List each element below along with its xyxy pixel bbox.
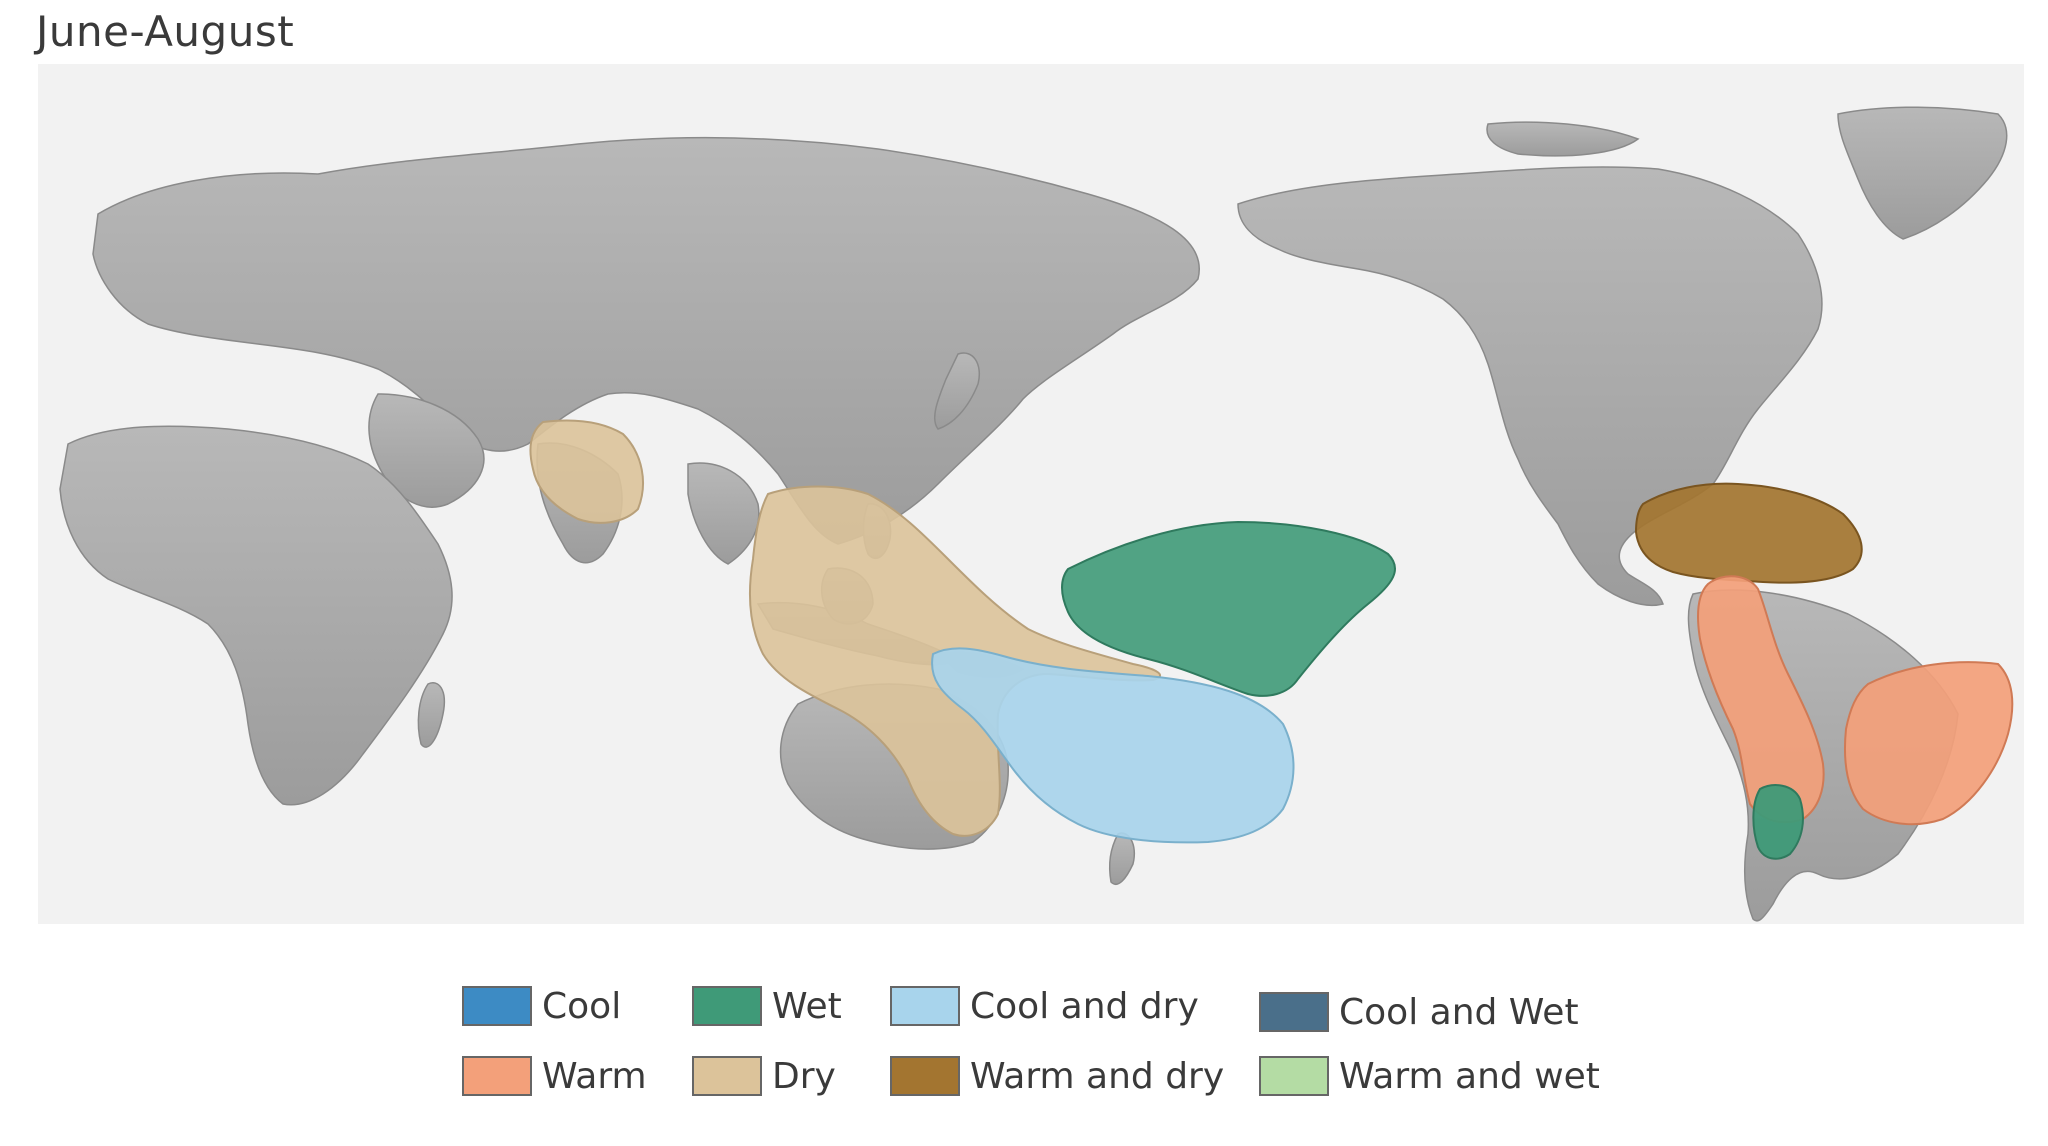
legend-label-dry: Dry	[772, 1055, 836, 1097]
legend-item-cool: Cool	[462, 984, 621, 1028]
region-central-pacific-wet	[1061, 520, 1397, 697]
legend-swatch-cool-and-dry	[890, 986, 960, 1026]
legend-label-warm-and-dry: Warm and dry	[970, 1055, 1225, 1097]
legend-label-wet: Wet	[772, 985, 842, 1027]
legend-swatch-wet	[692, 986, 762, 1026]
legend-item-warm-and-dry: Warm and dry	[890, 1054, 1224, 1098]
legend-item-cool-and-dry: Cool and dry	[890, 984, 1199, 1028]
region-india-dry	[529, 419, 644, 524]
legend-label-warm: Warm	[542, 1055, 647, 1097]
legend-swatch-cool-and-wet	[1259, 992, 1329, 1032]
landmass-japan	[934, 352, 980, 430]
world-map	[38, 64, 2024, 924]
region-southwest-pacific-cool-and-dry	[931, 647, 1295, 844]
landmass-southeast-asia	[687, 462, 760, 565]
legend-item-warm: Warm	[462, 1054, 647, 1098]
landmass-madagascar	[417, 682, 445, 748]
landmass-greenland	[1837, 106, 2008, 240]
legend-swatch-warm-and-dry	[890, 1056, 960, 1096]
region-southern-brazil-warm	[1843, 661, 2014, 826]
map-title: June-August	[36, 7, 295, 56]
region-central-america-warm-and-dry	[1634, 482, 1863, 584]
legend: Cool Wet Cool and dry Cool and Wet Warm …	[462, 984, 1602, 1104]
world-map-svg	[38, 64, 2024, 924]
legend-label-cool-and-dry: Cool and dry	[970, 985, 1199, 1027]
legend-swatch-dry	[692, 1056, 762, 1096]
legend-item-dry: Dry	[692, 1054, 836, 1098]
landmass-arctic-islands	[1486, 121, 1640, 157]
legend-swatch-warm	[462, 1056, 532, 1096]
legend-item-warm-and-wet: Warm and wet	[1259, 1054, 1600, 1098]
landmass-africa	[59, 425, 453, 806]
legend-label-warm-and-wet: Warm and wet	[1339, 1055, 1600, 1097]
legend-label-cool: Cool	[542, 985, 622, 1027]
legend-swatch-warm-and-wet	[1259, 1056, 1329, 1096]
impact-regions	[529, 419, 2014, 860]
legend-swatch-cool	[462, 986, 532, 1026]
landmass-arabia	[368, 393, 485, 508]
landmass-eurasia	[92, 136, 1200, 545]
legend-label-cool-and-wet: Cool and Wet	[1339, 991, 1579, 1033]
region-chile-wet	[1752, 784, 1804, 860]
legend-item-cool-and-wet: Cool and Wet	[1259, 990, 1579, 1034]
legend-item-wet: Wet	[692, 984, 842, 1028]
